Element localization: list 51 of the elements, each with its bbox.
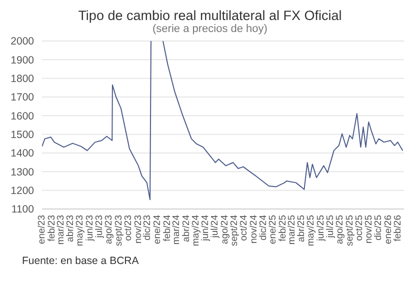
x-tick-label: sept/25	[344, 215, 356, 246]
y-tick-label: 1700	[10, 92, 34, 104]
y-tick-label: 1600	[10, 110, 34, 122]
x-tick-label: jul/24	[210, 215, 221, 239]
x-tick-label: may/23	[74, 215, 86, 246]
x-tick-label: jun/25	[315, 215, 326, 242]
x-tick-label: feb/24	[162, 215, 173, 242]
chart-subtitle: (serie a precios de hoy)	[152, 23, 268, 35]
y-tick-label: 1900	[10, 54, 34, 66]
x-tick-label: may/25	[306, 215, 317, 246]
x-tick-label: jun/23	[84, 215, 96, 242]
x-tick-label: sept/23	[114, 215, 125, 246]
x-tick-label: mar/24	[170, 215, 182, 245]
y-tick-label: 1400	[10, 148, 34, 160]
x-tick-label: nov/23	[132, 215, 144, 244]
x-tick-label: jul/23	[94, 215, 105, 239]
x-tick-label: feb/25	[277, 215, 288, 242]
x-tick-label: feb/23	[46, 215, 58, 242]
x-tick-label: oct/23	[122, 215, 134, 241]
x-tick-label: ago/25	[334, 215, 346, 244]
x-tick-label: mar/23	[55, 215, 66, 245]
y-tick-label: 1300	[10, 166, 34, 178]
x-tick-label: dic/23	[142, 215, 154, 240]
y-tick-label: 2000	[10, 36, 34, 48]
x-tick-label: ene/26	[382, 215, 394, 244]
x-tick-label: ene/25	[268, 215, 279, 244]
x-tick-label: abr/23	[65, 215, 76, 242]
x-tick-label: may/24	[190, 215, 202, 246]
y-tick-label: 1500	[10, 129, 34, 142]
x-tick-label: oct/25	[354, 215, 365, 241]
y-tick-label: 1800	[10, 73, 34, 86]
x-tick-label: ago/23	[104, 215, 115, 244]
x-tick-label: sept/24	[229, 215, 240, 246]
x-tick-label: mar/25	[286, 215, 298, 245]
x-tick-label: abr/24	[180, 215, 192, 242]
x-tick-label: nov/24	[248, 215, 260, 244]
y-tick-label: 1100	[11, 204, 34, 216]
x-tick-label: jul/25	[324, 215, 336, 239]
x-tick-label: ene/24	[152, 215, 164, 244]
x-tick-label: jun/24	[200, 215, 212, 242]
source-note: Fuente: en base a BCRA	[22, 255, 140, 267]
y-tick-label: 1200	[10, 185, 34, 198]
x-tick-label: ene/23	[36, 215, 48, 244]
x-tick-label: ago/24	[219, 215, 230, 244]
x-tick-label: abr/25	[296, 215, 308, 242]
x-tick-label: dic/24	[258, 215, 269, 240]
x-tick-label: feb/26	[392, 215, 404, 242]
x-tick-label: oct/24	[238, 215, 250, 241]
chart-title: Tipo de cambio real multilateral al FX Oficial	[77, 8, 343, 23]
x-tick-label: dic/25	[373, 215, 384, 240]
x-tick-label: nov/25	[364, 215, 375, 244]
